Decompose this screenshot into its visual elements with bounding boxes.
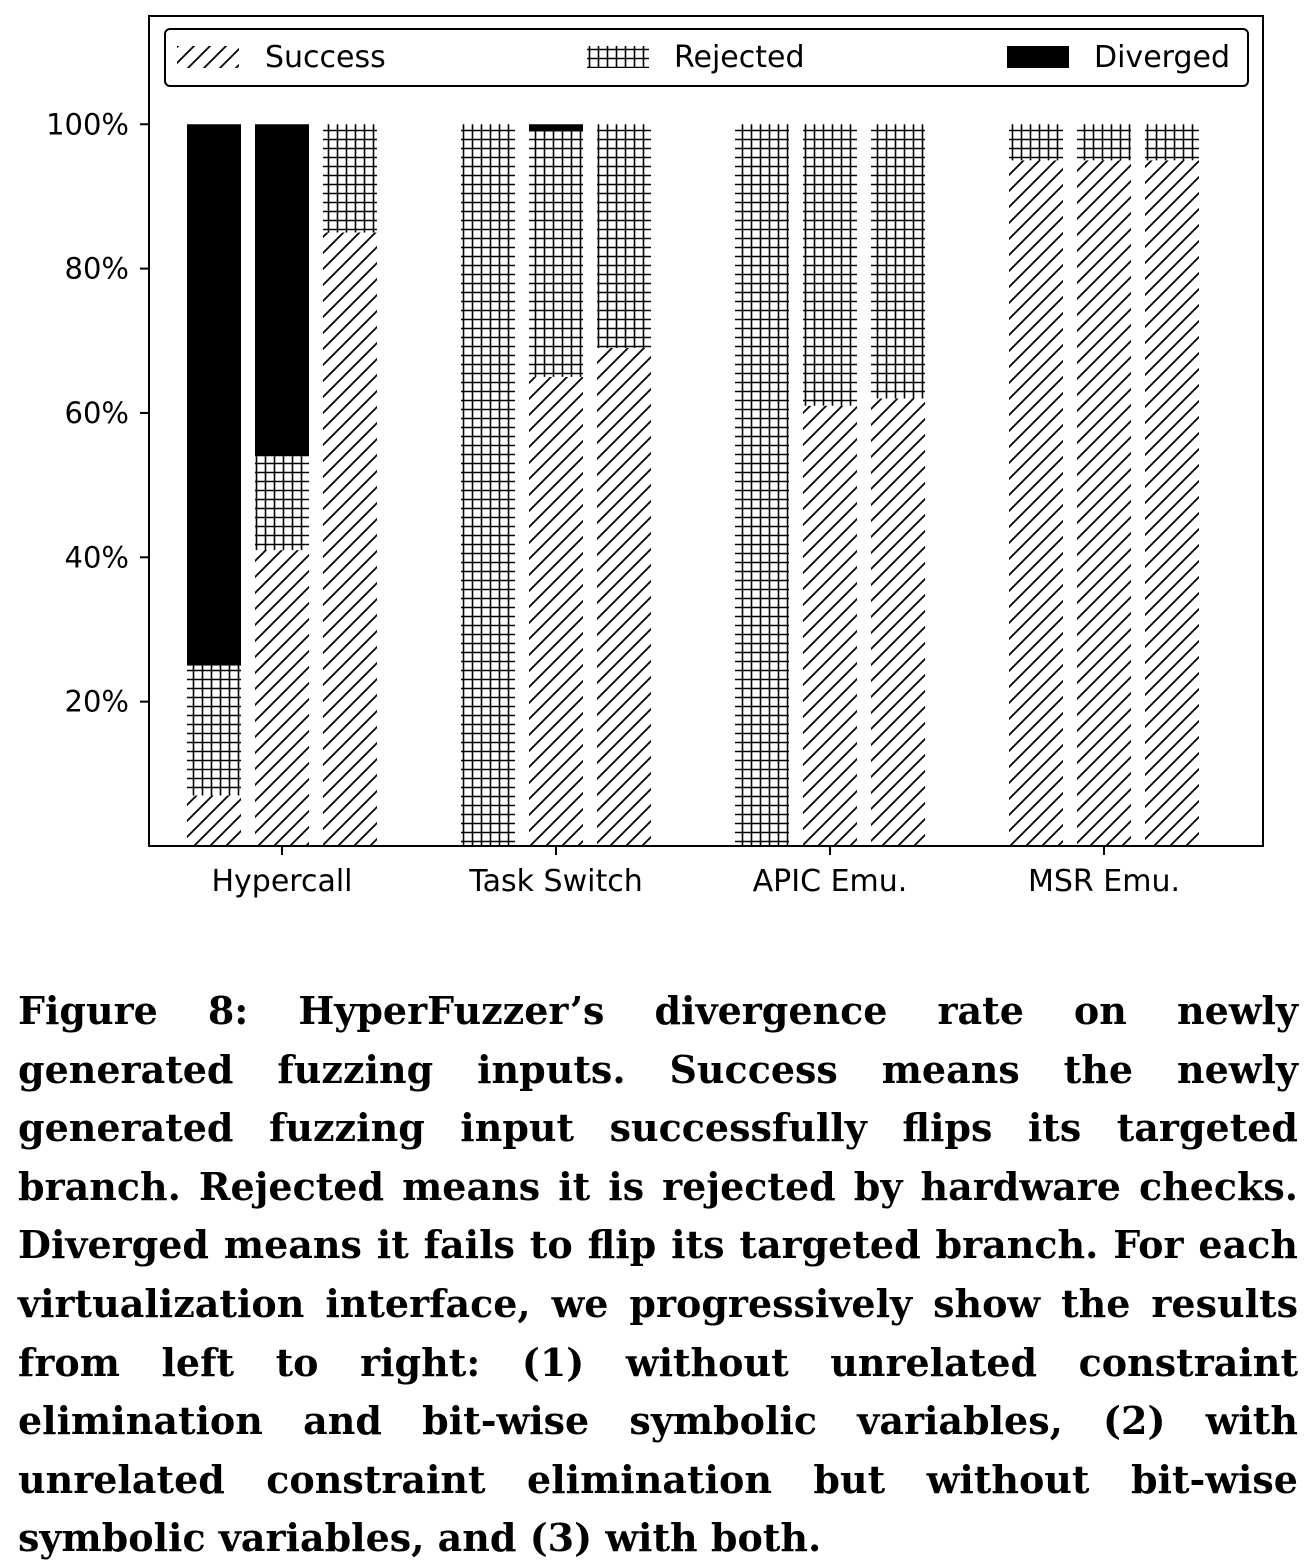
bar-segment-success-2-3 [597,348,651,846]
y-axis: 20% 40% 60% 80% 100% [46,107,149,719]
y-tick-label: 60% [65,396,129,430]
bar-segment-rejected-1-3 [323,124,377,233]
bar-segment-diverged-1-2 [255,124,309,457]
x-tick-label: APIC Emu. [753,864,908,899]
bar-segment-rejected-2-2 [529,131,583,377]
bar-segment-success-1-2 [255,550,309,846]
bar-segment-success-1-3 [323,232,377,847]
chart: 20% 40% 60% 80% 100% Hypercall Task Switch API… [46,15,1264,899]
bar-segment-rejected-4-2 [1077,124,1131,161]
x-axis: Hypercall Task Switch APIC Emu. MSR Emu. [211,846,1180,899]
x-tick-label: Hypercall [211,864,352,899]
bar-segment-success-2-2 [529,376,583,846]
bar-segment-rejected-4-1 [1009,124,1063,161]
bar-segment-rejected-3-1 [735,124,789,847]
bar-segment-success-3-3 [871,398,925,846]
bar-segment-rejected-3-3 [871,124,925,399]
bar-segment-rejected-4-3 [1145,124,1199,161]
x-tick-label: Task Switch [468,864,642,899]
bar-segment-diverged-2-2 [529,124,583,132]
plot-frame [148,15,1264,847]
figure-caption: Figure 8: HyperFuzzer’s divergence rate … [18,988,1298,1561]
legend-label-success: Success [265,40,386,75]
bar-segment-rejected-2-3 [597,124,651,349]
bar-segment-rejected-1-2 [255,456,309,551]
bar-segment-success-4-1 [1009,160,1063,846]
bar-segment-success-1-1 [187,795,241,846]
bar-segment-rejected-3-2 [803,124,857,406]
bar-segment-rejected-1-1 [187,665,241,796]
y-tick-label: 100% [46,107,129,141]
y-tick-label: 40% [65,540,129,574]
x-tick-label: MSR Emu. [1028,864,1180,899]
legend-swatch-success [177,46,239,68]
legend-box [164,28,1249,87]
legend-label-diverged: Diverged [1094,40,1230,75]
bar-segment-diverged-1-1 [187,124,241,666]
y-tick-label: 20% [65,685,129,719]
y-tick-label: 80% [65,252,129,286]
bars-layer [187,124,1199,847]
bar-segment-success-4-2 [1077,160,1131,846]
bar-segment-success-3-2 [803,405,857,846]
bar-segment-rejected-2-1 [461,124,515,847]
legend: Success Rejected Diverged [164,28,1249,87]
legend-swatch-rejected [587,46,649,68]
legend-swatch-diverged [1007,46,1069,68]
legend-label-rejected: Rejected [674,40,805,75]
bar-segment-success-4-3 [1145,160,1199,846]
